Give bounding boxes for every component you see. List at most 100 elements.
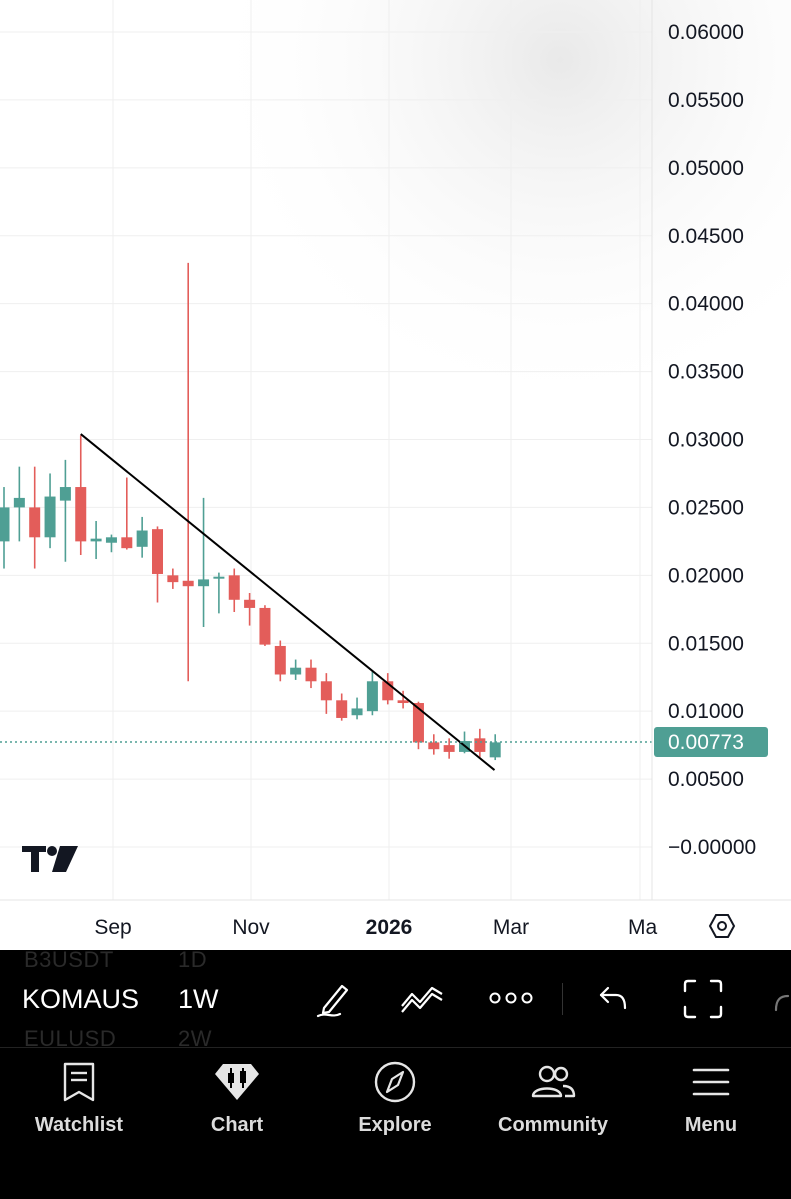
candle[interactable]	[29, 466, 41, 569]
chart-icon	[215, 1064, 259, 1100]
candle-body	[382, 681, 394, 701]
price-chart[interactable]: 0.06000 0.05500 0.05000 0.04500 0.04000 0.035…	[0, 0, 791, 950]
candle[interactable]	[259, 605, 271, 646]
symbol-picker[interactable]: KOMAUS	[22, 984, 140, 1014]
nav-menu-label: Menu	[684, 1114, 738, 1136]
tradingview-logo[interactable]	[22, 846, 78, 872]
candle[interactable]	[44, 473, 56, 549]
candlestick-series[interactable]	[0, 262, 501, 761]
candle[interactable]	[443, 738, 455, 759]
chart-area[interactable]: 0.06000 0.05500 0.05000 0.04500 0.04000 0.035…	[0, 0, 791, 950]
candle[interactable]	[489, 734, 501, 761]
price-tick-label: 0.02000	[668, 564, 744, 587]
candle[interactable]	[474, 728, 486, 758]
nav-explore-label: Explore	[358, 1114, 432, 1136]
candle[interactable]	[382, 673, 394, 705]
current-price-value: 0.00773	[668, 731, 744, 754]
candle[interactable]	[152, 526, 163, 603]
candle[interactable]	[351, 697, 363, 720]
candle-body	[121, 537, 133, 549]
candle[interactable]	[182, 262, 194, 682]
fullscreen-icon[interactable]	[682, 978, 724, 1020]
indicators-wave-icon[interactable]	[398, 980, 446, 1018]
candle[interactable]	[167, 568, 179, 589]
price-tick-label: 0.01000	[668, 700, 744, 723]
candle[interactable]	[366, 670, 378, 716]
candle[interactable]	[397, 690, 409, 709]
price-tick-label: 0.02500	[668, 496, 744, 519]
nav-watchlist-label: Watchlist	[34, 1114, 124, 1136]
candle[interactable]	[305, 659, 317, 689]
price-tick-label: 0.03000	[668, 429, 744, 452]
price-tick-label: 0.05500	[668, 89, 744, 112]
pen-draw-icon[interactable]	[314, 978, 356, 1020]
chart-toolbar: B3USDT 1D KOMAUS 1W EULUSD 2W	[0, 950, 791, 1047]
watchlist-icon	[63, 1062, 95, 1102]
time-axis[interactable]: Sep Nov 2026 Mar Ma	[94, 916, 657, 939]
time-tick-label: Mar	[493, 916, 529, 939]
time-tick-label: Sep	[94, 916, 131, 939]
candle[interactable]	[0, 487, 10, 569]
symbol-picker-prev[interactable]: B3USDT	[24, 950, 114, 972]
candle[interactable]	[244, 592, 256, 626]
price-tick-label: 0.03500	[668, 361, 744, 384]
candle-body	[44, 496, 56, 538]
time-tick-label: Nov	[232, 916, 270, 939]
redo-icon[interactable]	[772, 988, 791, 1012]
nav-menu[interactable]: Menu	[632, 1060, 790, 1137]
candle[interactable]	[75, 435, 87, 555]
candle-body	[366, 681, 378, 712]
nav-community[interactable]: Community	[474, 1060, 632, 1137]
interval-picker-next[interactable]: 2W	[178, 1026, 212, 1047]
candle-body	[320, 681, 332, 701]
candle-body	[305, 667, 317, 682]
price-tick-label: 0.00500	[668, 768, 744, 791]
interval-picker-prev[interactable]: 1D	[178, 950, 208, 972]
candle[interactable]	[228, 568, 240, 613]
nav-watchlist[interactable]: Watchlist	[0, 1060, 158, 1137]
candle[interactable]	[336, 693, 348, 721]
candle-body	[397, 700, 409, 704]
candle[interactable]	[198, 497, 210, 627]
candle[interactable]	[13, 466, 25, 542]
candle[interactable]	[90, 521, 102, 560]
hexagon-settings-icon[interactable]	[708, 914, 736, 938]
undo-icon[interactable]	[598, 984, 630, 1014]
time-tick-label: Ma	[628, 916, 657, 939]
candle[interactable]	[105, 534, 117, 553]
current-price-badge: 0.00773	[654, 727, 768, 758]
candle-body	[474, 738, 486, 752]
candle[interactable]	[290, 659, 302, 680]
candle-body	[167, 575, 179, 583]
candle-body	[489, 742, 501, 758]
candle[interactable]	[136, 516, 148, 558]
nav-chart[interactable]: Chart	[158, 1060, 316, 1137]
candle-body	[136, 530, 148, 547]
interval-picker[interactable]: 1W	[178, 984, 219, 1014]
candle[interactable]	[213, 572, 225, 614]
chart-grid	[0, 0, 652, 900]
nav-explore[interactable]: Explore	[316, 1060, 474, 1137]
candle-body	[274, 645, 286, 675]
price-tick-label: −0.00000	[668, 836, 756, 859]
trendline-drawing[interactable]	[80, 433, 496, 771]
candle[interactable]	[274, 640, 286, 682]
candle[interactable]	[320, 673, 332, 714]
candle-body	[428, 742, 440, 750]
candle-body	[182, 580, 194, 587]
price-tick-label: 0.04500	[668, 225, 744, 248]
candle[interactable]	[59, 459, 71, 562]
symbol-picker-next[interactable]: EULUSD	[24, 1026, 117, 1047]
candle-body	[90, 538, 102, 542]
candle-body	[198, 579, 210, 587]
more-icon[interactable]	[488, 988, 534, 1008]
price-axis[interactable]: 0.06000 0.05500 0.05000 0.04500 0.04000 0.035…	[668, 21, 756, 859]
candle-body	[29, 507, 41, 538]
screen-glare	[0, 0, 791, 950]
toolbar-divider	[562, 983, 563, 1015]
candle[interactable]	[428, 734, 440, 755]
candle-body	[59, 487, 71, 501]
candle[interactable]	[121, 477, 133, 550]
candle-body	[0, 507, 10, 542]
compass-icon	[374, 1061, 416, 1103]
